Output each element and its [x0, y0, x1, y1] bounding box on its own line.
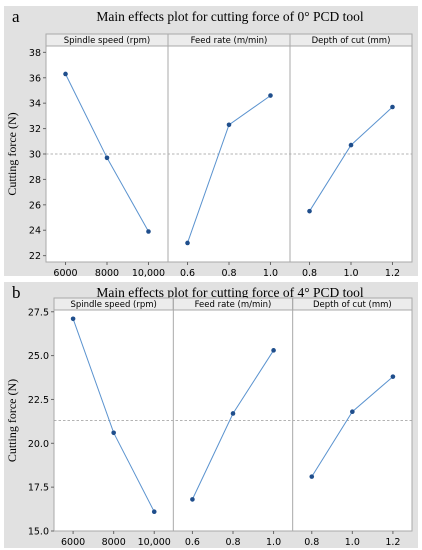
mean-point	[271, 348, 276, 353]
chart-title: Main effects plot for cutting force of 0…	[96, 9, 363, 24]
x-tick-label: 1.2	[385, 537, 400, 548]
y-tick-label: 28	[29, 175, 41, 186]
x-tick-label: 6000	[53, 268, 77, 279]
x-tick-label: 10,000	[132, 268, 165, 279]
mean-point	[307, 208, 312, 214]
x-tick-label: 1.2	[385, 268, 400, 279]
x-tick-label: 1.0	[263, 268, 278, 279]
mean-point	[111, 430, 116, 436]
mean-point	[390, 374, 396, 379]
x-tick-label: 0.6	[180, 268, 195, 279]
facet-title: Spindle speed (rpm)	[70, 300, 156, 310]
y-tick-label: 34	[29, 99, 41, 110]
facet-title: Feed rate (m/min)	[195, 300, 272, 310]
mean-point	[190, 497, 195, 502]
y-tick-label: 27.5	[28, 307, 49, 318]
mean-point	[309, 474, 315, 479]
x-tick-label: 8000	[95, 268, 119, 279]
panel-letter: a	[12, 7, 20, 26]
facet-title: Depth of cut (mm)	[312, 36, 391, 46]
mean-point	[350, 409, 355, 415]
facet-title: Spindle speed (rpm)	[64, 36, 150, 46]
x-tick-label: 6000	[61, 537, 85, 548]
x-tick-label: 0.8	[221, 268, 236, 279]
x-tick-label: 1.0	[343, 268, 358, 279]
y-axis-label: Cutting force (N)	[5, 112, 19, 195]
mean-point	[104, 155, 110, 161]
mean-point	[151, 509, 157, 515]
y-tick-label: 32	[29, 124, 41, 135]
mean-point	[146, 229, 151, 234]
y-tick-label: 30	[29, 150, 41, 161]
mean-point	[63, 71, 68, 77]
x-tick-label: 0.6	[185, 537, 200, 548]
chart-title: Main effects plot for cutting force of 4…	[96, 285, 363, 300]
x-tick-label: 0.8	[302, 268, 317, 279]
x-tick-label: 1.0	[266, 537, 281, 548]
y-tick-label: 25.0	[28, 351, 49, 362]
mean-point	[70, 316, 76, 322]
y-tick-label: 22	[29, 251, 41, 262]
y-tick-label: 20.0	[28, 439, 49, 450]
y-tick-label: 38	[29, 48, 41, 59]
x-tick-label: 8000	[102, 537, 126, 548]
mean-point	[348, 142, 354, 148]
y-tick-label: 26	[29, 200, 41, 211]
mean-point	[226, 122, 232, 128]
facet-title: Depth of cut (mm)	[313, 300, 392, 310]
y-tick-label: 17.5	[28, 483, 49, 494]
x-tick-label: 10,000	[138, 537, 171, 548]
x-tick-label: 1.0	[345, 537, 360, 548]
x-tick-label: 0.8	[225, 537, 240, 548]
facet-title: Feed rate (m/min)	[191, 36, 268, 46]
y-tick-label: 22.5	[28, 395, 49, 406]
mean-point	[390, 104, 395, 110]
y-tick-label: 36	[29, 73, 41, 84]
y-tick-label: 24	[29, 226, 41, 237]
plot-area	[45, 33, 413, 263]
mean-point	[230, 411, 236, 416]
y-axis-label: Cutting force (N)	[5, 379, 19, 462]
x-tick-label: 0.8	[304, 537, 319, 548]
y-tick-label: 15.0	[28, 527, 49, 538]
mean-point	[268, 93, 273, 98]
mean-point	[185, 240, 190, 246]
panel-letter: b	[12, 283, 21, 302]
